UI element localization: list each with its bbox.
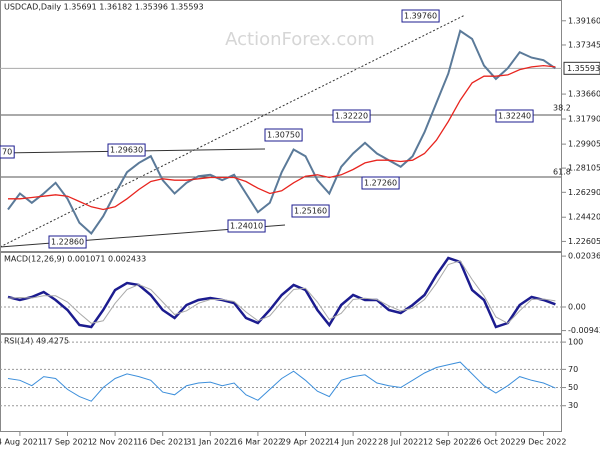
annotation-box bbox=[227, 219, 266, 233]
x-tick-label: 2 Nov 2021 bbox=[92, 438, 138, 447]
y-tick-label: 70 bbox=[568, 365, 578, 374]
series-line bbox=[7, 361, 556, 402]
annotation-box bbox=[495, 109, 534, 123]
series-line bbox=[8, 64, 556, 211]
x-tick-label: 31 Jan 2022 bbox=[186, 438, 234, 447]
x-tick-label: 14 Jun 2022 bbox=[329, 438, 377, 447]
annotation: 1.39760 bbox=[404, 12, 437, 21]
y-tick-label: 1.29905 bbox=[568, 140, 600, 149]
watermark: ActionForex.com bbox=[225, 29, 375, 50]
y-tick-label: 1.24420 bbox=[568, 213, 600, 222]
series-line bbox=[7, 29, 556, 236]
x-tick-label: 12 Sep 2022 bbox=[423, 438, 474, 447]
last-price-box bbox=[563, 61, 600, 75]
y-tick-label: 30 bbox=[568, 401, 578, 410]
y-tick-label: 1.26290 bbox=[568, 188, 600, 197]
series-line bbox=[7, 256, 556, 329]
y-tick-label: 50 bbox=[568, 383, 578, 392]
annotation-box bbox=[332, 109, 371, 123]
annotation: 1.25160 bbox=[294, 207, 327, 216]
annotation: 70 bbox=[2, 148, 12, 157]
annotation-box bbox=[361, 176, 400, 190]
annotation-box bbox=[264, 128, 303, 142]
annotation-box bbox=[48, 235, 87, 249]
annotation-box bbox=[401, 9, 440, 23]
rsi-panel bbox=[0, 334, 562, 432]
y-tick-label: 1.33660 bbox=[568, 90, 600, 99]
y-tick-label: 100 bbox=[568, 338, 583, 347]
annotation-box bbox=[107, 143, 146, 157]
annotation-box bbox=[0, 145, 15, 159]
x-tick-label: 16 Dec 2021 bbox=[137, 438, 188, 447]
x-tick-label: 16 Mar 2022 bbox=[233, 438, 284, 447]
annotation-box bbox=[291, 204, 330, 218]
y-tick-label: 1.28105 bbox=[568, 164, 600, 173]
x-tick-label: 28 Jul 2022 bbox=[378, 438, 423, 447]
price-title: USDCAD,Daily 1.35691 1.36182 1.35396 1.3… bbox=[4, 3, 204, 12]
y-tick-label: 1.37345 bbox=[568, 40, 600, 49]
y-tick-label: 1.39160 bbox=[568, 16, 600, 25]
x-tick-label: 26 Oct 2022 bbox=[471, 438, 520, 447]
price-panel bbox=[0, 0, 562, 252]
annotation: 1.24010 bbox=[230, 222, 263, 231]
macd-title: MACD(12,26,9) 0.001071 0.002433 bbox=[4, 255, 146, 264]
y-tick-label: -0.009438 bbox=[568, 326, 600, 335]
annotation: 38.2 bbox=[553, 104, 571, 113]
annotation: 1.30750 bbox=[267, 131, 300, 140]
y-tick-label: 1.22605 bbox=[568, 237, 600, 246]
x-tick-label: 29 Apr 2022 bbox=[281, 438, 330, 447]
annotation: 1.29630 bbox=[110, 146, 143, 155]
y-tick-label: 1.31790 bbox=[568, 115, 600, 124]
last-price-label: 1.35593 bbox=[567, 64, 600, 73]
macd-panel bbox=[0, 252, 562, 334]
rsi-title: RSI(14) 49.4275 bbox=[4, 337, 69, 346]
annotation: 1.32240 bbox=[498, 112, 531, 121]
y-tick-label: 0.00 bbox=[568, 303, 586, 312]
y-tick-label: 0.02036 bbox=[568, 252, 600, 261]
x-tick-label: 9 Dec 2022 bbox=[520, 438, 566, 447]
x-tick-label: 17 Sep 2021 bbox=[42, 438, 93, 447]
annotation: 61.8 bbox=[553, 168, 571, 177]
annotation: 1.32220 bbox=[335, 112, 368, 121]
series-line bbox=[7, 260, 556, 324]
annotation: 1.22860 bbox=[51, 238, 84, 247]
annotation: 1.27260 bbox=[364, 179, 397, 188]
x-tick-label: 4 Aug 2021 bbox=[0, 438, 43, 447]
